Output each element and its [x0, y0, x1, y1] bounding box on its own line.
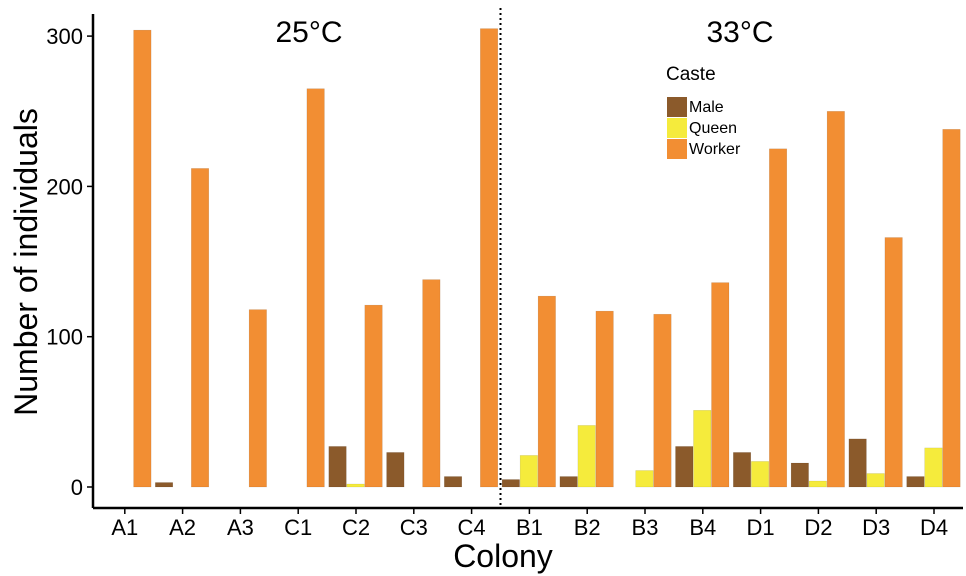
x-tick-label: D1: [747, 515, 775, 540]
x-tick-label: B2: [574, 515, 601, 540]
x-axis-title: Colony: [453, 538, 553, 574]
bar-male-b2: [559, 476, 578, 488]
bar-worker-b3: [653, 313, 672, 488]
bar-worker-d3: [884, 237, 903, 488]
legend-label-queen: Queen: [689, 120, 737, 137]
bar-queen-d4: [924, 447, 943, 488]
y-axis-title: Number of individuals: [8, 108, 44, 416]
legend-items: Male Queen Worker: [667, 97, 741, 159]
x-tick-label: C3: [400, 515, 428, 540]
bar-worker-d1: [769, 148, 788, 488]
legend-swatch-male: [667, 97, 687, 117]
bar-male-c3: [386, 452, 405, 488]
y-tick-label: 100: [46, 325, 83, 350]
bar-male-d2: [790, 462, 809, 488]
x-tick-label: C2: [342, 515, 370, 540]
bar-queen-b1: [519, 455, 538, 488]
x-tick-label: A3: [227, 515, 254, 540]
y-tick-label: 200: [46, 174, 83, 199]
x-ticks: A1 A2 A3 C1 C2 C3 C4 B1 B2 B3 B4 D1 D2 D3 D4: [111, 508, 948, 540]
x-tick-label: D3: [862, 515, 890, 540]
bar-male-c4: [444, 476, 463, 488]
bar-worker-c1: [306, 88, 325, 488]
legend-label-worker: Worker: [689, 141, 741, 158]
bar-worker-c2: [364, 304, 383, 488]
bar-male-a2: [155, 482, 174, 488]
bar-queen-d3: [866, 473, 885, 488]
legend-title: Caste: [666, 64, 716, 85]
panel-label: 25°C: [275, 16, 342, 49]
panel-label: 33°C: [706, 16, 773, 49]
bar-worker-d4: [942, 129, 961, 488]
bar-male-c2: [328, 446, 347, 488]
bar-worker-d2: [826, 111, 845, 488]
y-tick-label: 0: [71, 475, 83, 500]
bar-male-d3: [848, 438, 867, 488]
bar-queen-d1: [751, 461, 770, 488]
legend-swatch-queen: [667, 118, 687, 138]
panel-labels: 25°C 33°C: [275, 16, 773, 49]
bar-worker-b2: [595, 310, 614, 488]
bar-worker-c4: [480, 28, 499, 488]
bar-queen-b4: [693, 410, 712, 488]
x-tick-label: B4: [689, 515, 716, 540]
bar-queen-b3: [635, 470, 654, 488]
x-tick-label: C4: [458, 515, 486, 540]
bar-worker-b4: [711, 282, 730, 488]
bars: [133, 28, 961, 488]
bar-male-b1: [501, 479, 520, 488]
x-tick-label: B3: [632, 515, 659, 540]
bar-worker-c3: [422, 279, 441, 488]
y-ticks: 0 100 200 300: [46, 24, 93, 500]
bar-queen-d2: [808, 480, 827, 488]
bar-worker-b1: [537, 295, 556, 488]
legend: Caste Male Queen Worker: [666, 64, 741, 159]
bar-queen-c2: [346, 483, 365, 488]
x-tick-label: D4: [920, 515, 948, 540]
bar-worker-a2: [191, 168, 210, 488]
bar-male-b4: [675, 446, 694, 488]
y-tick-label: 300: [46, 24, 83, 49]
bar-worker-a1: [133, 29, 152, 488]
legend-label-male: Male: [689, 99, 724, 116]
x-tick-label: D2: [804, 515, 832, 540]
bar-worker-a3: [248, 309, 267, 488]
x-tick-label: A1: [111, 515, 138, 540]
bar-male-d1: [733, 452, 752, 488]
bar-queen-b2: [577, 425, 596, 488]
x-tick-label: B1: [516, 515, 543, 540]
x-tick-label: C1: [284, 515, 312, 540]
bar-male-d4: [906, 476, 925, 488]
x-tick-label: A2: [169, 515, 196, 540]
legend-swatch-worker: [667, 139, 687, 159]
